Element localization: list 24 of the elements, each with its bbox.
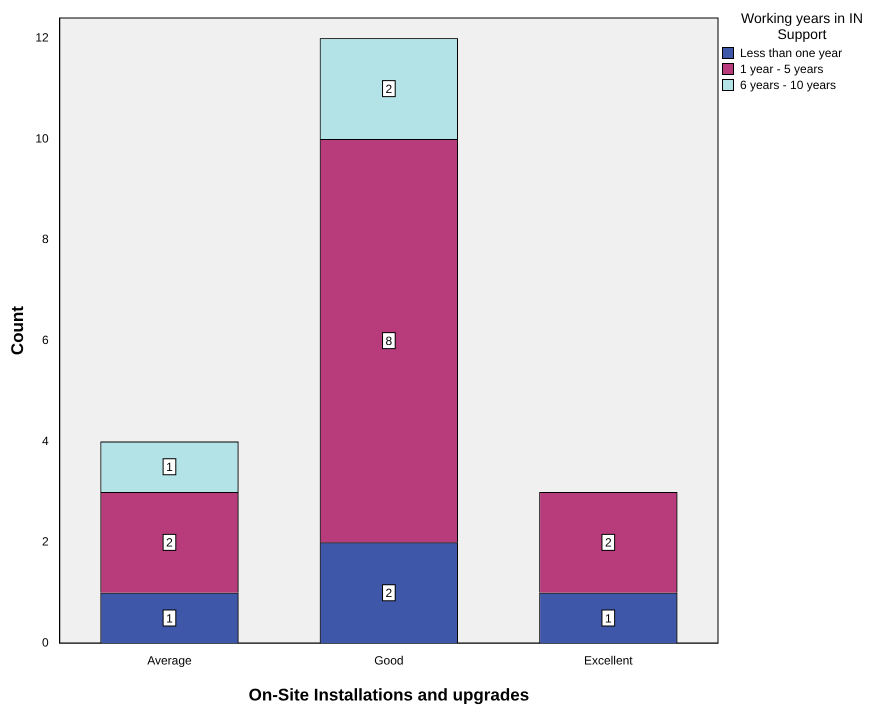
- y-tick-label: 12: [35, 30, 50, 44]
- legend-label: 6 years - 10 years: [740, 78, 836, 92]
- data-label: 8: [386, 334, 393, 348]
- data-label: 2: [386, 586, 393, 600]
- y-tick-label: 4: [42, 434, 50, 448]
- legend-title: Working years in IN Support: [740, 10, 864, 42]
- x-tick-label: Good: [374, 654, 404, 668]
- y-tick-label: 8: [42, 232, 50, 246]
- data-label: 1: [166, 611, 174, 626]
- legend-label: 1 year - 5 years: [740, 62, 824, 76]
- y-tick-label: 10: [35, 131, 50, 146]
- y-tick-label: 6: [42, 332, 50, 347]
- data-label: 1: [166, 460, 174, 474]
- y-axis-title: Count: [8, 306, 27, 356]
- data-label: 2: [386, 82, 393, 96]
- y-tick-label: 2: [42, 534, 50, 549]
- legend-label: Less than one year: [740, 46, 842, 60]
- data-label: 2: [166, 536, 174, 550]
- data-label: 1: [604, 611, 612, 626]
- data-label: 2: [604, 536, 612, 550]
- x-axis-title: On-Site Installations and upgrades: [248, 685, 530, 704]
- x-tick-label: Average: [147, 654, 192, 668]
- x-tick-label: Excellent: [584, 654, 634, 668]
- y-tick-label: 0: [42, 636, 50, 650]
